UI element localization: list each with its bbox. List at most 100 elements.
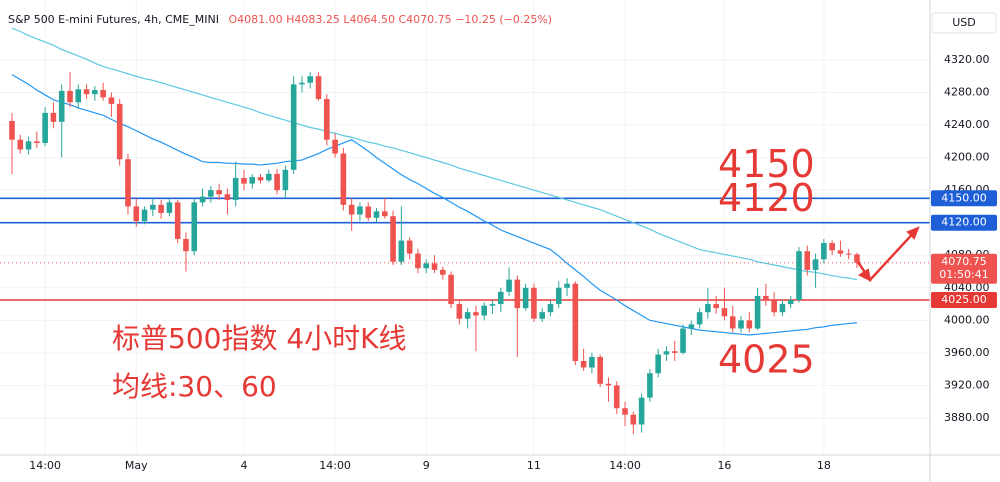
- x-tick-label: 18: [817, 459, 831, 472]
- candle-body: [324, 99, 330, 140]
- x-tick-label: 14:00: [319, 459, 351, 472]
- candle-body: [348, 204, 355, 215]
- header: S&P 500 E-mini Futures, 4h, CME_MINI O40…: [8, 13, 552, 26]
- candle-body: [713, 304, 719, 309]
- candle-body: [249, 177, 256, 184]
- arrow-head: [857, 268, 872, 282]
- level-label-box: [931, 214, 997, 231]
- candle-body: [746, 320, 753, 329]
- candle-body: [497, 291, 504, 305]
- candle-body: [83, 89, 90, 95]
- countdown: 01:50:41: [939, 268, 988, 281]
- candle-body: [191, 202, 198, 252]
- candle-body: [58, 90, 65, 122]
- candle-body: [100, 90, 106, 98]
- level-label-box: [931, 291, 997, 308]
- candle-body: [647, 373, 653, 398]
- candle-body: [340, 153, 347, 205]
- candle-body: [150, 204, 156, 210]
- candle-body: [116, 103, 123, 160]
- candle-body: [133, 206, 140, 222]
- candle-body: [680, 328, 686, 353]
- candle-body: [390, 216, 396, 262]
- axes: 3880.003920.003960.004000.004040.004080.…: [29, 53, 997, 472]
- candle-body: [357, 206, 363, 215]
- candle-body: [555, 287, 562, 305]
- candle-body: [423, 263, 430, 269]
- candle-body: [216, 190, 222, 195]
- candle-body: [50, 112, 57, 122]
- candle-body: [613, 385, 620, 409]
- candle-body: [705, 304, 711, 313]
- candle-body: [406, 240, 413, 254]
- candle-body: [671, 351, 678, 353]
- candle-body: [274, 173, 280, 191]
- candle-body: [241, 177, 247, 184]
- candle-body: [25, 141, 32, 150]
- candle-body: [381, 211, 388, 217]
- candle-body: [854, 254, 860, 263]
- candle-body: [829, 243, 835, 251]
- candle-body: [721, 308, 728, 317]
- candle-body: [605, 383, 612, 386]
- candle-body: [34, 141, 40, 143]
- candle-body: [448, 274, 454, 305]
- last-price-box: [931, 253, 997, 284]
- candle-body: [771, 299, 777, 313]
- candle-body: [580, 361, 587, 368]
- candle-body: [266, 173, 272, 181]
- x-tick-label: 14:00: [609, 459, 641, 472]
- candle-body: [199, 196, 206, 203]
- candle-body: [125, 159, 131, 207]
- candle-body: [638, 397, 645, 425]
- candle-body: [208, 190, 214, 197]
- candle-body: [92, 90, 98, 95]
- moving-average-line: [11, 27, 858, 281]
- candle-body: [373, 211, 380, 218]
- candle-body: [290, 84, 297, 170]
- candle-body: [572, 283, 579, 362]
- currency: USD: [952, 16, 976, 29]
- candle-body: [473, 312, 479, 316]
- candle-body: [787, 299, 794, 305]
- y-tick-label: 4280.00: [944, 86, 990, 99]
- candle-body: [539, 312, 545, 319]
- x-tick-label: 4: [240, 459, 247, 472]
- candle-body: [415, 253, 421, 269]
- candle-body: [282, 169, 289, 191]
- x-tick-label: 9: [423, 459, 430, 472]
- candle-body: [655, 354, 661, 374]
- candle-body: [332, 139, 338, 154]
- candle-body: [17, 139, 24, 150]
- candle-body: [67, 90, 73, 103]
- candle-body: [166, 202, 173, 213]
- candle-body: [464, 312, 471, 319]
- candle-body: [174, 202, 181, 239]
- candle-body: [257, 177, 264, 181]
- candle-body: [597, 356, 603, 384]
- grid: [0, 0, 930, 455]
- candle-body: [108, 97, 115, 104]
- candle-body: [456, 304, 463, 319]
- candle-body: [779, 304, 786, 313]
- candle-body: [439, 269, 446, 275]
- y-tick-label: 3880.00: [944, 411, 990, 424]
- candle-body: [531, 287, 537, 319]
- candle-body: [589, 356, 595, 368]
- candle-body: [42, 112, 48, 143]
- arrow-head: [906, 226, 920, 240]
- candle-body: [804, 251, 811, 270]
- candle-body: [9, 120, 15, 140]
- candle-body: [224, 194, 231, 200]
- candle-body: [315, 76, 322, 100]
- level-label: 4120.00: [941, 216, 987, 229]
- ohlc-values: O4081.00 H4083.25 L4064.50 C4070.75 −10.…: [228, 13, 552, 26]
- currency-box[interactable]: [931, 12, 997, 34]
- y-tick-label: 4320.00: [944, 53, 990, 66]
- candle-body: [431, 263, 438, 270]
- y-tick-label: 4000.00: [944, 313, 990, 326]
- y-tick-label: 3960.00: [944, 346, 990, 359]
- x-tick-label: 14:00: [29, 459, 61, 472]
